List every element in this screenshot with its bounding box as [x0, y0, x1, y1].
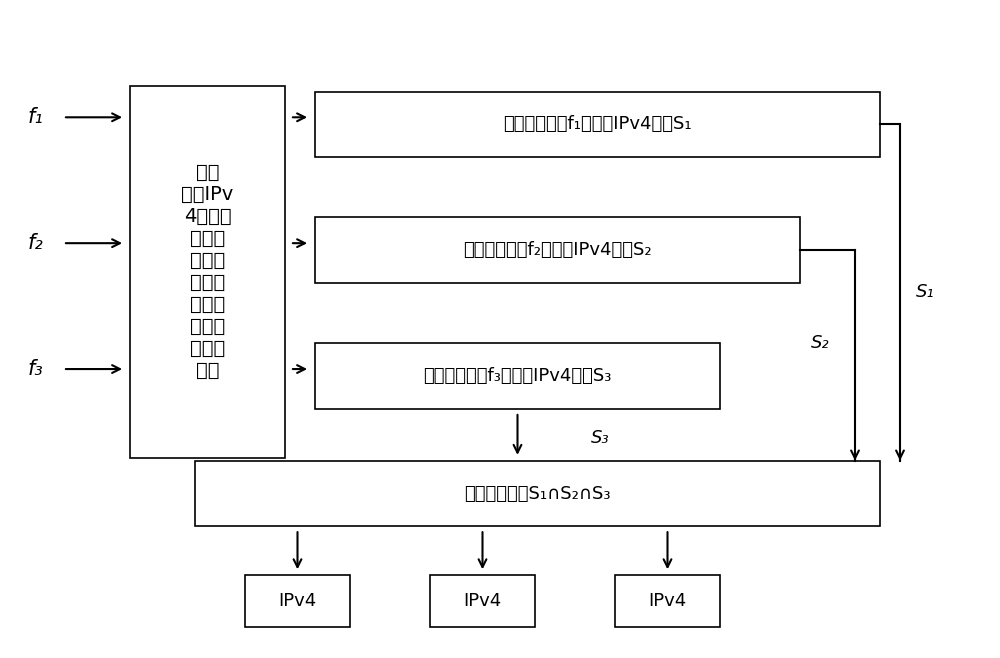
Bar — [315, 343, 720, 409]
Bar — [315, 91, 880, 157]
Text: f₂: f₂ — [27, 233, 43, 253]
Text: 基于
全球IPv
4地址空
间的主
机指纹
信息库
构建的
倒排索
引查询
字典: 基于 全球IPv 4地址空 间的主 机指纹 信息库 构建的 倒排索 引查询 字典 — [181, 163, 234, 380]
Text: 查询指纹信息f₁得到的IPv4集合S₁: 查询指纹信息f₁得到的IPv4集合S₁ — [503, 115, 692, 134]
Text: IPv4: IPv4 — [463, 592, 502, 610]
Text: f₁: f₁ — [27, 107, 43, 127]
Text: 查询指纹信息f₃得到的IPv4集合S₃: 查询指纹信息f₃得到的IPv4集合S₃ — [423, 367, 612, 385]
Text: f₃: f₃ — [27, 359, 43, 379]
Text: S₁: S₁ — [916, 283, 934, 301]
Bar — [195, 461, 880, 526]
Bar — [315, 217, 800, 283]
Text: 查询指纹信息f₂得到的IPv4集合S₂: 查询指纹信息f₂得到的IPv4集合S₂ — [463, 241, 652, 259]
Bar — [430, 575, 535, 626]
Bar — [615, 575, 720, 626]
Text: S₃: S₃ — [591, 429, 609, 447]
Text: IPv4: IPv4 — [278, 592, 317, 610]
Text: IPv4: IPv4 — [648, 592, 687, 610]
Text: S₂: S₂ — [811, 334, 829, 352]
Bar — [130, 86, 285, 458]
Text: 求集合交集：S₁∩S₂∩S₃: 求集合交集：S₁∩S₂∩S₃ — [464, 484, 611, 503]
Bar — [245, 575, 350, 626]
